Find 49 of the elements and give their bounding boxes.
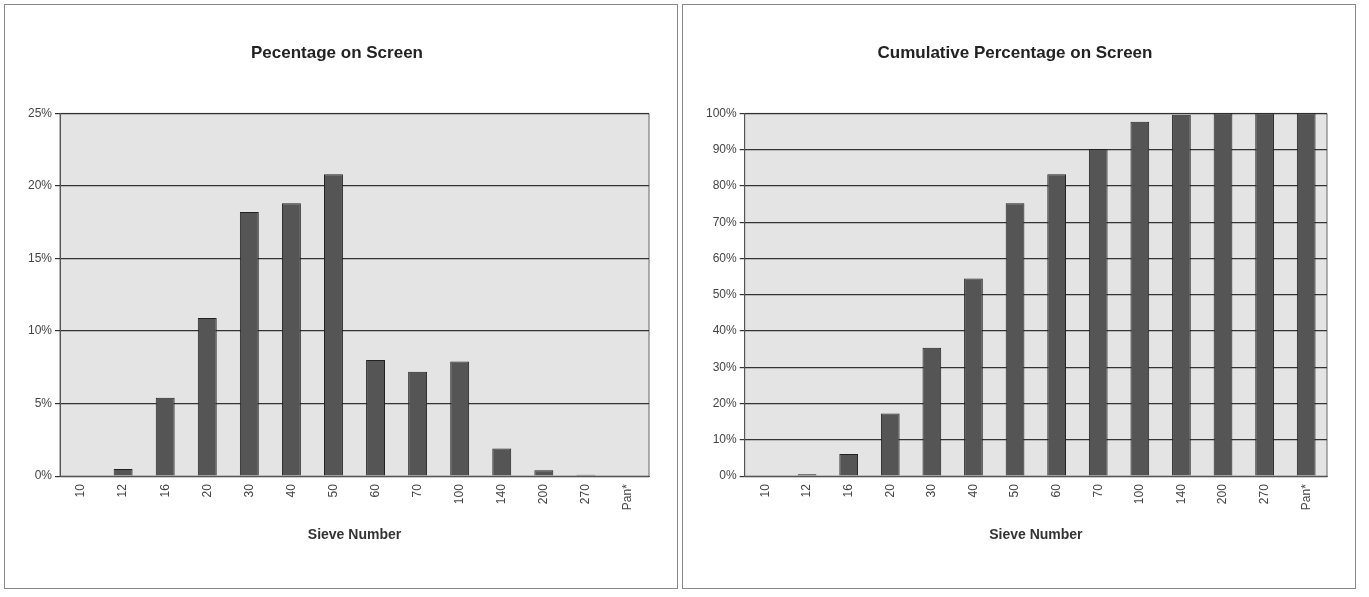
x-tick-label: 100 xyxy=(452,483,466,505)
y-tick-label: 60% xyxy=(712,250,738,265)
x-tick-label: 140 xyxy=(494,483,509,505)
x-tick-label: 270 xyxy=(1256,483,1271,505)
x-tick-label: Pan* xyxy=(620,483,635,511)
y-tick-label: 15% xyxy=(27,250,53,265)
x-tick-label: 40 xyxy=(283,483,298,498)
y-tick-label: 30% xyxy=(712,359,738,374)
x-tick-label: 40 xyxy=(965,483,980,498)
y-tick-label: 100% xyxy=(705,105,738,120)
y-tick-label: 40% xyxy=(712,323,738,338)
x-tick-label: 16 xyxy=(157,483,172,498)
y-tick-label: 70% xyxy=(712,214,738,229)
x-tick-label: 30 xyxy=(924,483,939,498)
x-tick-label: 70 xyxy=(1090,483,1105,498)
x-tick-label: 10 xyxy=(757,483,772,498)
y-tick-label: 50% xyxy=(712,287,738,302)
x-tick-label: 12 xyxy=(115,483,130,498)
x-tick-label: 200 xyxy=(536,483,551,505)
x-tick-label: 16 xyxy=(840,483,855,498)
x-tick-label: 50 xyxy=(1007,483,1022,498)
x-axis-title: Sieve Number xyxy=(989,526,1084,543)
x-tick-label: 100 xyxy=(1132,483,1147,505)
x-tick-label: 60 xyxy=(1048,483,1063,498)
y-tick-label: 20% xyxy=(712,395,738,410)
y-tick-label: 10% xyxy=(27,323,53,338)
x-axis-title: Sieve Number xyxy=(307,526,402,543)
y-tick-label: 90% xyxy=(712,141,738,156)
y-tick-label: 25% xyxy=(27,105,53,120)
x-tick-label: 50 xyxy=(325,483,340,498)
x-tick-label: 200 xyxy=(1215,483,1230,505)
x-tick-label: 70 xyxy=(409,483,424,498)
y-tick-label: 10% xyxy=(712,432,738,447)
y-tick-label: 80% xyxy=(712,178,738,193)
x-tick-label: 20 xyxy=(882,483,897,498)
x-tick-label: 10 xyxy=(73,483,88,498)
y-tick-label: 20% xyxy=(27,178,53,193)
x-tick-label: 12 xyxy=(799,483,814,498)
y-tick-label: 0% xyxy=(34,468,53,483)
chart-title: Pecentage on Screen xyxy=(251,42,423,62)
x-tick-label: 270 xyxy=(578,483,593,505)
x-tick-label: 30 xyxy=(241,483,256,498)
chart-title: Cumulative Percentage on Screen xyxy=(877,42,1153,62)
x-tick-label: 140 xyxy=(1173,483,1188,505)
y-tick-label: 0% xyxy=(719,468,738,483)
y-tick-label: 5% xyxy=(34,395,53,410)
x-tick-label: 20 xyxy=(199,483,214,498)
x-tick-label: Pan* xyxy=(1298,483,1313,511)
x-tick-label: 60 xyxy=(367,483,382,498)
